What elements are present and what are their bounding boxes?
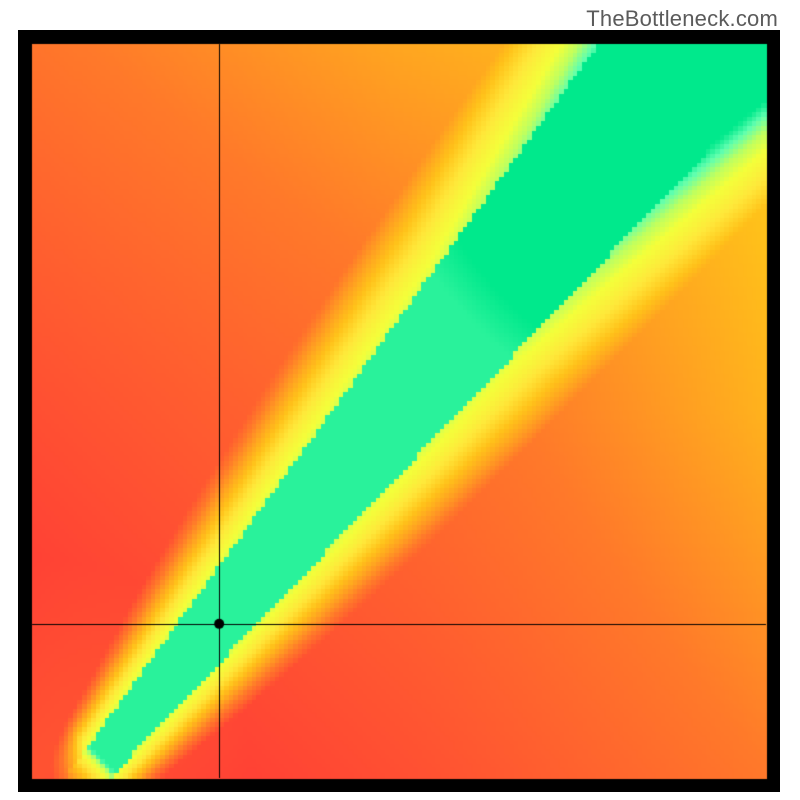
crosshair-overlay [18, 30, 780, 792]
watermark-text: TheBottleneck.com [586, 6, 778, 32]
chart-frame [18, 30, 780, 792]
